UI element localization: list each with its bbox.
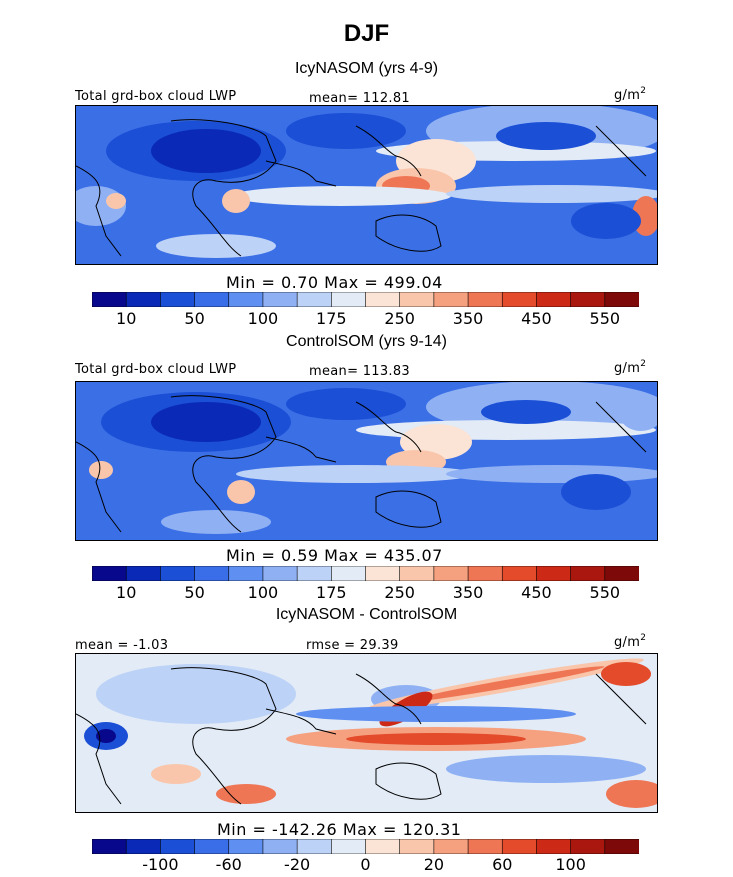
colorbar-swatch bbox=[125, 839, 162, 854]
panel1-mean: mean= 112.81 bbox=[309, 91, 410, 106]
colorbar-swatch bbox=[433, 566, 469, 581]
colorbar-tick-label: 175 bbox=[316, 583, 347, 602]
colorbar-swatch bbox=[433, 839, 469, 854]
colorbar-tick-label: 450 bbox=[521, 583, 552, 602]
colorbar-swatch bbox=[194, 566, 230, 581]
colorbar-abs-2-ticks: 10 50 100 175 250 350 450 550 bbox=[0, 583, 733, 603]
colorbar-swatch bbox=[501, 839, 538, 854]
colorbar-tick-label: 0 bbox=[360, 855, 371, 874]
panel2-field-label: Total grd-box cloud LWP bbox=[75, 362, 237, 377]
colorbar-swatch bbox=[262, 839, 298, 854]
panel2-unit: g/m2 bbox=[614, 359, 647, 376]
colorbar-swatch bbox=[399, 839, 435, 854]
colorbar-tick-label: 100 bbox=[555, 855, 586, 874]
colorbar-swatch bbox=[433, 292, 469, 307]
colorbar-abs-1 bbox=[92, 292, 639, 307]
colorbar-tick-label: 10 bbox=[116, 583, 137, 602]
colorbar-swatch bbox=[194, 292, 230, 307]
panel3-title: IcyNASOM - ControlSOM bbox=[275, 606, 458, 623]
colorbar-swatch bbox=[125, 292, 162, 307]
colorbar-swatch bbox=[228, 839, 264, 854]
colorbar-tick-label: -100 bbox=[142, 855, 179, 874]
panel2-map bbox=[75, 381, 658, 541]
panel3-mean: mean = -1.03 bbox=[75, 638, 169, 653]
colorbar-tick-label: -20 bbox=[284, 855, 311, 874]
panel2-minmax: Min = 0.59 Max = 435.07 bbox=[226, 546, 443, 565]
colorbar-swatch bbox=[228, 566, 264, 581]
colorbar-swatch bbox=[92, 839, 127, 854]
colorbar-swatch bbox=[570, 566, 606, 581]
panel1-field-label: Total grd-box cloud LWP bbox=[75, 89, 237, 104]
colorbar-swatch bbox=[365, 839, 401, 854]
panel2-mean: mean= 113.83 bbox=[309, 364, 410, 379]
colorbar-abs-1-ticks: 10 50 100 175 250 350 450 550 bbox=[0, 309, 733, 329]
colorbar-swatch bbox=[296, 292, 333, 307]
colorbar-swatch bbox=[296, 839, 333, 854]
colorbar-swatch bbox=[467, 839, 504, 854]
colorbar-swatch bbox=[501, 566, 538, 581]
panel3-minmax: Min = -142.26 Max = 120.31 bbox=[217, 820, 462, 839]
panel1-map bbox=[75, 105, 658, 265]
colorbar-tick-label: 100 bbox=[247, 309, 279, 328]
colorbar-diff-ticks: -100 -60 -20 0 20 60 100 bbox=[0, 855, 733, 875]
colorbar-tick-label: 10 bbox=[116, 309, 137, 328]
colorbar-tick-label: 250 bbox=[384, 309, 415, 328]
colorbar-swatch bbox=[536, 566, 572, 581]
colorbar-tick-label: 250 bbox=[384, 583, 415, 602]
colorbar-tick-label: 550 bbox=[589, 583, 621, 602]
colorbar-tick-label: 60 bbox=[492, 855, 513, 874]
colorbar-diff bbox=[92, 839, 639, 854]
colorbar-swatch bbox=[604, 839, 639, 854]
colorbar-swatch bbox=[160, 566, 196, 581]
colorbar-tick-label: -60 bbox=[215, 855, 242, 874]
colorbar-tick-label: 50 bbox=[184, 309, 205, 328]
colorbar-swatch bbox=[262, 566, 298, 581]
colorbar-swatch bbox=[92, 566, 127, 581]
colorbar-swatch bbox=[160, 292, 196, 307]
colorbar-swatch bbox=[125, 566, 162, 581]
colorbar-swatch bbox=[467, 566, 504, 581]
panel2-title: ControlSOM (yrs 9-14) bbox=[286, 333, 447, 350]
colorbar-swatch bbox=[331, 566, 367, 581]
panel1-minmax: Min = 0.70 Max = 499.04 bbox=[226, 273, 443, 292]
colorbar-swatch bbox=[228, 292, 264, 307]
panel3-map bbox=[75, 653, 658, 813]
colorbar-swatch bbox=[604, 566, 639, 581]
figure-title: DJF bbox=[343, 20, 390, 47]
colorbar-tick-label: 550 bbox=[589, 309, 621, 328]
colorbar-tick-label: 350 bbox=[452, 309, 484, 328]
colorbar-swatch bbox=[536, 292, 572, 307]
colorbar-swatch bbox=[296, 566, 333, 581]
colorbar-swatch bbox=[331, 292, 367, 307]
colorbar-swatch bbox=[160, 839, 196, 854]
colorbar-swatch bbox=[399, 566, 435, 581]
colorbar-swatch bbox=[262, 292, 298, 307]
colorbar-swatch bbox=[365, 292, 401, 307]
colorbar-swatch bbox=[604, 292, 639, 307]
colorbar-swatch bbox=[194, 839, 230, 854]
colorbar-tick-label: 20 bbox=[423, 855, 445, 874]
panel1-title: IcyNASOM (yrs 4-9) bbox=[294, 60, 439, 77]
colorbar-swatch bbox=[570, 292, 606, 307]
colorbar-tick-label: 175 bbox=[316, 309, 347, 328]
colorbar-tick-label: 350 bbox=[452, 583, 484, 602]
colorbar-tick-label: 50 bbox=[184, 583, 205, 602]
colorbar-swatch bbox=[399, 292, 435, 307]
panel3-rmse: rmse = 29.39 bbox=[306, 638, 399, 653]
colorbar-tick-label: 450 bbox=[521, 309, 552, 328]
colorbar-swatch bbox=[570, 839, 606, 854]
colorbar-swatch bbox=[536, 839, 572, 854]
colorbar-abs-2 bbox=[92, 566, 639, 581]
colorbar-swatch bbox=[365, 566, 401, 581]
colorbar-swatch bbox=[331, 839, 367, 854]
colorbar-swatch bbox=[501, 292, 538, 307]
colorbar-swatch bbox=[92, 292, 127, 307]
colorbar-tick-label: 100 bbox=[247, 583, 279, 602]
colorbar-swatch bbox=[467, 292, 504, 307]
panel3-unit: g/m2 bbox=[614, 633, 647, 650]
panel1-unit: g/m2 bbox=[614, 86, 647, 103]
